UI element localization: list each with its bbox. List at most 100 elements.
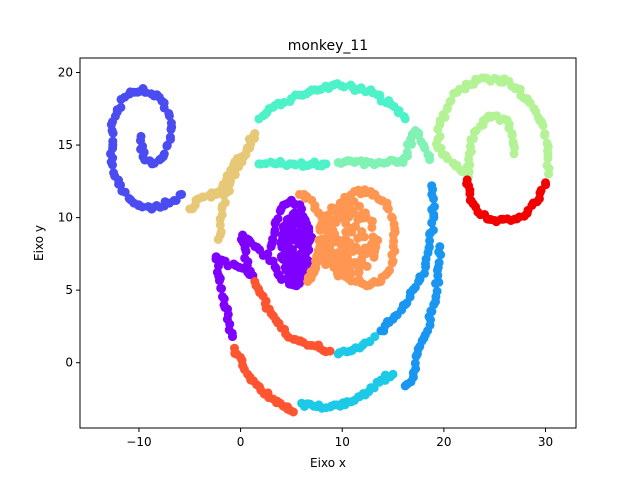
data-point	[225, 179, 235, 189]
data-point	[213, 234, 223, 244]
data-point	[108, 160, 117, 170]
cluster-7	[295, 185, 400, 291]
data-point	[177, 189, 187, 199]
data-point	[428, 225, 438, 235]
data-point	[544, 169, 554, 179]
cluster-6	[211, 195, 317, 342]
data-point	[400, 381, 410, 391]
data-point	[339, 82, 349, 92]
data-point	[315, 225, 325, 235]
data-point	[219, 190, 229, 200]
x-tick-label: 30	[538, 435, 553, 449]
data-point	[343, 202, 353, 212]
data-point	[402, 147, 412, 157]
y-tick-label: 0	[65, 356, 73, 370]
cluster-8	[230, 277, 335, 417]
data-point	[446, 96, 456, 106]
data-point	[295, 264, 305, 274]
data-point	[301, 224, 311, 234]
cluster-10	[297, 332, 398, 413]
data-point	[289, 228, 299, 238]
data-point	[370, 332, 380, 342]
data-point	[287, 214, 297, 224]
data-point	[540, 130, 550, 140]
data-point	[278, 222, 288, 232]
data-point	[357, 227, 367, 237]
x-tick-label: −10	[126, 435, 151, 449]
data-point	[292, 279, 302, 288]
data-point	[302, 240, 312, 250]
data-point	[541, 178, 550, 188]
data-point	[321, 159, 331, 169]
y-tick-label: 15	[58, 138, 73, 152]
data-point	[411, 351, 421, 361]
data-point	[296, 210, 306, 220]
data-point	[435, 131, 445, 141]
x-tick-label: 0	[237, 435, 245, 449]
cluster-3	[333, 126, 435, 170]
cluster-0	[106, 84, 187, 214]
plot-frame	[79, 57, 577, 429]
data-point	[166, 118, 176, 128]
data-point	[321, 260, 331, 270]
data-point	[431, 278, 440, 288]
data-point	[307, 232, 317, 242]
data-point	[354, 266, 364, 276]
data-point	[425, 155, 435, 165]
data-point	[265, 256, 275, 266]
x-tick-label: 20	[436, 435, 451, 449]
y-tick-label: 5	[65, 283, 73, 297]
data-point	[334, 235, 344, 245]
data-point	[353, 233, 363, 243]
data-point	[326, 237, 336, 247]
data-point	[215, 220, 225, 230]
data-point	[543, 153, 553, 163]
points-layer	[106, 73, 554, 417]
data-point	[241, 246, 251, 256]
data-point	[425, 236, 435, 246]
data-point	[359, 247, 369, 257]
data-point	[292, 251, 302, 261]
cluster-1	[185, 129, 260, 244]
data-point	[217, 203, 227, 213]
data-point	[387, 258, 397, 268]
data-point	[370, 237, 379, 247]
data-point	[285, 244, 295, 254]
chart-title: monkey_11	[288, 38, 368, 54]
data-point	[270, 225, 280, 235]
cluster-9	[376, 181, 446, 391]
data-point	[345, 227, 354, 237]
x-axis-label: Eixo x	[310, 456, 346, 470]
data-point	[466, 135, 476, 145]
data-point	[314, 235, 324, 245]
y-tick-label: 10	[58, 211, 73, 225]
data-point	[288, 258, 298, 268]
data-point	[388, 369, 398, 379]
data-point	[281, 265, 291, 275]
data-point	[244, 134, 254, 144]
data-point	[159, 149, 169, 159]
data-point	[538, 121, 548, 130]
data-point	[278, 233, 288, 243]
data-point	[165, 132, 175, 142]
data-point	[211, 254, 221, 264]
data-point	[436, 250, 446, 260]
y-tick-label: 20	[58, 66, 73, 80]
data-point	[295, 217, 305, 227]
x-tick-label: 10	[335, 435, 350, 449]
data-point	[358, 213, 368, 223]
data-point	[331, 250, 341, 260]
data-point	[228, 332, 237, 342]
data-point	[217, 284, 226, 294]
data-point	[108, 128, 118, 138]
data-point	[430, 202, 439, 212]
data-point	[273, 214, 283, 224]
data-point	[323, 229, 333, 239]
data-point	[288, 407, 298, 417]
data-point	[344, 242, 354, 252]
data-point	[333, 211, 342, 221]
x-axis: −10 0 10 20 30	[126, 428, 553, 449]
data-point	[319, 216, 329, 226]
data-point	[276, 251, 286, 261]
